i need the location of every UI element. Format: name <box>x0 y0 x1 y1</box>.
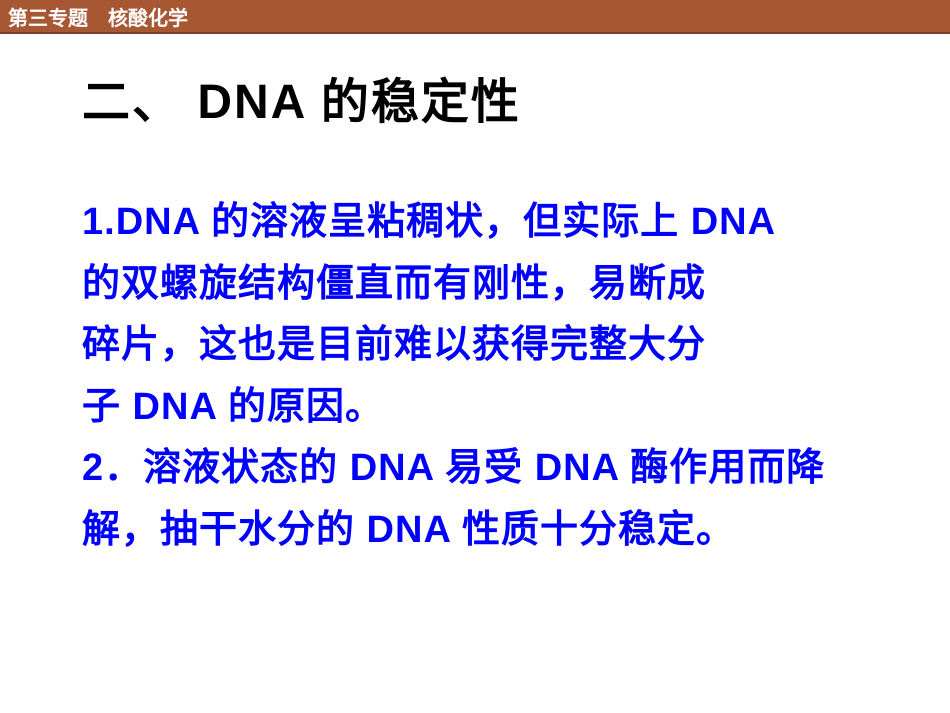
body-line-2: 的双螺旋结构僵直而有刚性，易断成 <box>82 254 880 316</box>
body-line-4: 子 DNA 的原因。 <box>82 377 880 439</box>
body-line-3: 碎片，这也是目前难以获得完整大分 <box>82 315 880 377</box>
section-title: 二、 DNA 的稳定性 <box>82 62 880 132</box>
body-text: 1.DNA 的溶液呈粘稠状，但实际上 DNA 的双螺旋结构僵直而有刚性，易断成 … <box>82 192 880 561</box>
body-line-6: 解，抽干水分的 DNA 性质十分稳定。 <box>82 500 880 562</box>
body-line-1: 1.DNA 的溶液呈粘稠状，但实际上 DNA <box>82 192 880 254</box>
content-area: 二、 DNA 的稳定性 1.DNA 的溶液呈粘稠状，但实际上 DNA 的双螺旋结… <box>0 34 950 561</box>
header-title: 第三专题 核酸化学 <box>8 2 188 31</box>
header-bar: 第三专题 核酸化学 <box>0 0 950 34</box>
body-line-5: 2．溶液状态的 DNA 易受 DNA 酶作用而降 <box>82 438 880 500</box>
